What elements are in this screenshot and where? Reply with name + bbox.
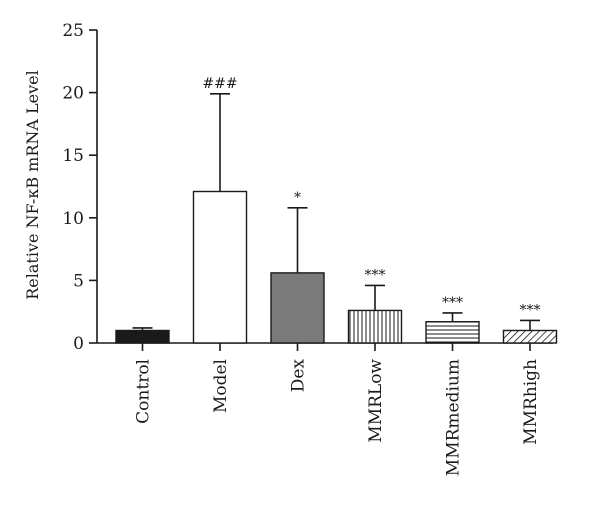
bar-control: [115, 329, 170, 344]
x-tick-label-mmrhigh: MMRhigh: [521, 359, 541, 445]
y-tick-label: 0: [73, 334, 84, 354]
y-tick-label: 20: [62, 84, 84, 104]
significance-label-model: ###: [202, 76, 237, 92]
bar-dex: [270, 272, 325, 344]
x-tick-label-control: Control: [134, 359, 154, 424]
significance-label-mmrlow: ***: [365, 267, 386, 283]
y-tick-label: 15: [62, 146, 84, 166]
y-tick-label: 25: [62, 21, 84, 41]
significance-label-dex: *: [294, 190, 301, 206]
bars-group: [115, 190, 558, 344]
x-axis: [97, 342, 553, 351]
significance-label-mmrmedium: ***: [442, 295, 463, 311]
error-bars-group: [132, 93, 540, 331]
y-axis: 0 5 10 15 20 25: [62, 21, 98, 354]
significance-labels-group: ###******* ***: [202, 76, 540, 319]
y-axis-title: Relative NF-κB mRNA Level: [23, 70, 42, 300]
y-tick-label: 5: [73, 271, 84, 291]
bar-mmrlow: [347, 309, 403, 344]
x-tick-label-mmrmedium: MMRmedium: [444, 359, 464, 476]
x-tick-label-dex: Dex: [289, 359, 309, 393]
category-labels-group: Control Model Dex MMRLow MMRmedium MMRhigh: [134, 359, 542, 477]
bar-model: [192, 190, 248, 344]
y-tick-label: 10: [62, 209, 84, 229]
bar-mmrmedium: [425, 321, 480, 344]
x-tick-label-model: Model: [211, 359, 231, 413]
significance-label-mmrhigh: ***: [520, 302, 541, 318]
bar-mmrhigh: [502, 329, 558, 344]
x-tick-label-mmrlow: MMRLow: [366, 359, 386, 443]
